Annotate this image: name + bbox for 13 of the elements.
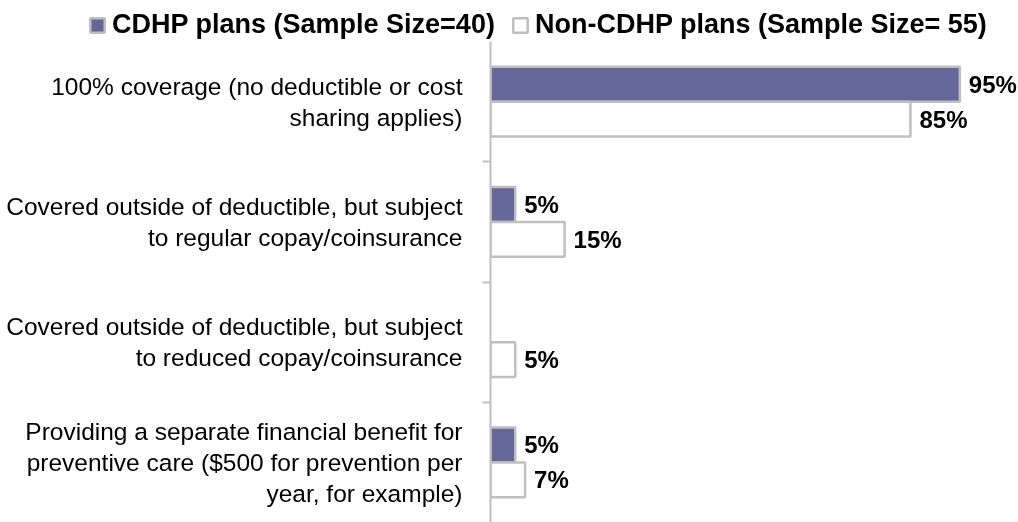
data-label: 5% [524, 190, 559, 218]
data-label: 85% [919, 105, 968, 133]
y-tick-label: Covered outside of deductible, but subject to reduced copay/coinsurance [6, 313, 463, 372]
data-label: 5% [524, 431, 559, 459]
data-label: 15% [573, 225, 622, 253]
data-label: 5% [524, 346, 559, 374]
legend-label: Non-CDHP plans (Sample Size= 55) [534, 9, 987, 40]
y-tick-label: Covered outside of deductible, but subject to regular copay/coinsurance [6, 192, 463, 251]
y-tick-label: Providing a separate financial benefit for preventive care ($500 for prevention per year, for example) [25, 417, 463, 507]
data-label: 7% [534, 466, 569, 494]
y-tick-label: 100% coverage (no deductible or cost sharing applies) [51, 72, 463, 131]
legend-label: CDHP plans (Sample Size=40) [112, 9, 495, 40]
data-label: 95% [968, 70, 1017, 98]
